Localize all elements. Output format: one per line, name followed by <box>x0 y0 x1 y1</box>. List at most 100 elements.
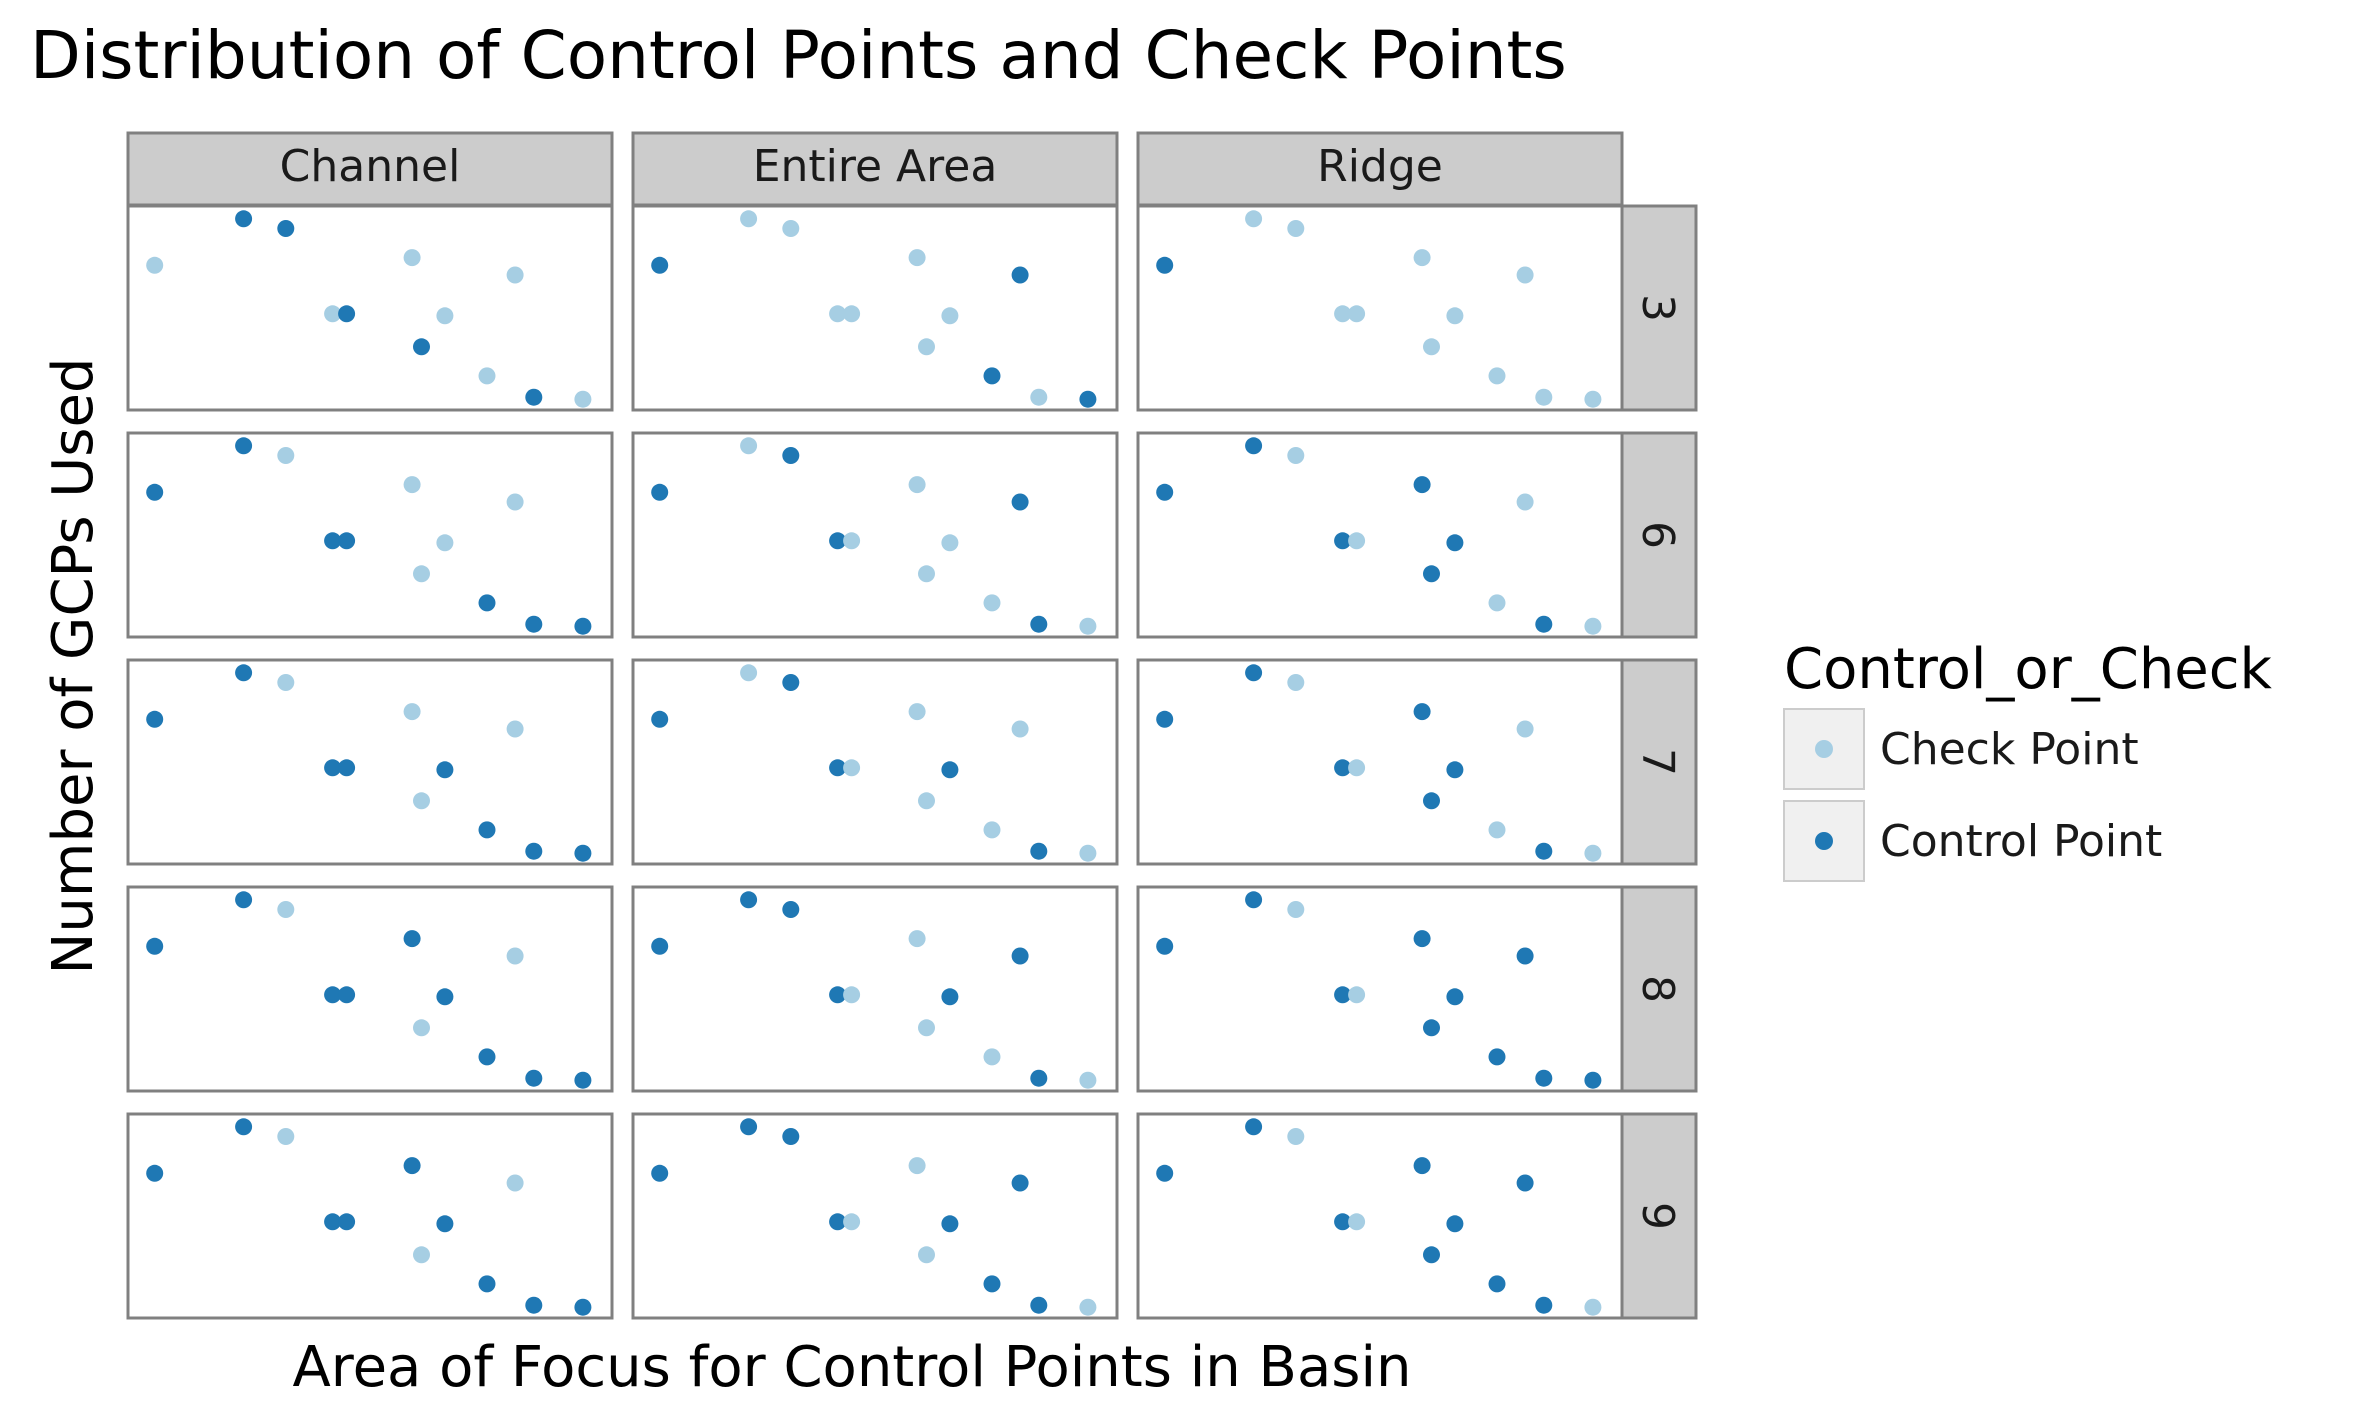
column-strip-label: Channel <box>280 141 461 192</box>
check-point-marker <box>843 759 861 777</box>
legend-title: Control_or_Check <box>1784 637 2273 702</box>
control-point-marker <box>1488 1048 1506 1066</box>
check-point-marker <box>1535 388 1553 406</box>
control-point-marker <box>525 1069 543 1087</box>
panel-border <box>1136 1112 1624 1320</box>
check-point-marker <box>918 338 935 356</box>
control-point-marker <box>1156 937 1174 955</box>
control-point-marker <box>1535 1069 1553 1087</box>
control-point-marker <box>1245 664 1263 682</box>
check-point-marker <box>1423 338 1440 356</box>
check-point-marker <box>983 594 1001 612</box>
control-point-marker <box>983 367 1001 385</box>
control-point-marker <box>1413 703 1431 721</box>
control-point-marker <box>338 305 356 323</box>
control-point-marker <box>235 1118 253 1136</box>
facet-panel <box>126 431 614 639</box>
check-point-marker <box>1488 367 1506 385</box>
control-point-marker <box>651 710 669 728</box>
panel-border <box>126 658 614 866</box>
check-point-marker <box>1079 1298 1097 1316</box>
control-point-marker <box>651 256 669 274</box>
check-point-marker <box>413 1019 430 1037</box>
control-point-marker <box>436 988 454 1006</box>
control-point-marker <box>1030 842 1048 860</box>
control-point-marker <box>1245 891 1263 909</box>
control-point-marker <box>1334 532 1352 550</box>
control-point-marker <box>651 1164 669 1182</box>
control-point-marker <box>1413 1157 1431 1175</box>
check-point-marker <box>918 792 935 810</box>
control-point-marker <box>983 1275 1001 1293</box>
check-point-marker <box>1287 901 1305 918</box>
control-point-marker <box>1488 1275 1506 1293</box>
control-point-marker <box>1446 1215 1464 1233</box>
control-point-marker <box>1423 1019 1440 1037</box>
control-point-marker <box>651 937 669 955</box>
control-point-marker <box>1334 986 1352 1004</box>
control-point-marker <box>1245 437 1263 455</box>
control-point-marker <box>146 710 164 728</box>
check-point-marker <box>403 703 421 721</box>
control-point-marker <box>1156 1164 1174 1182</box>
control-point-marker <box>324 1213 342 1231</box>
control-point-marker <box>1334 1213 1352 1231</box>
control-point-marker <box>525 842 543 860</box>
panel-border <box>631 431 1119 639</box>
control-point-marker <box>146 937 164 955</box>
control-point-marker <box>1413 476 1431 494</box>
legend-entry-label: Check Point <box>1880 724 2139 775</box>
control-point-marker <box>574 844 592 862</box>
check-point-marker <box>941 307 959 325</box>
row-strip-label: 3 <box>1632 294 1683 322</box>
check-point-marker <box>1584 390 1602 408</box>
control-point-marker <box>1584 1071 1602 1089</box>
control-point-marker <box>829 986 847 1004</box>
control-point-marker <box>1156 256 1174 274</box>
facet-panel <box>631 658 1119 866</box>
facet-panel <box>631 431 1119 639</box>
panel-border <box>631 658 1119 866</box>
control-point-marker <box>1030 1296 1048 1314</box>
control-point-marker <box>1423 565 1440 583</box>
panel-border <box>1136 204 1624 412</box>
check-point-marker <box>506 266 524 284</box>
check-point-marker <box>918 1246 935 1264</box>
legend: Control_or_Check Check Point Control Poin… <box>1783 637 2273 882</box>
control-point-marker <box>413 338 430 356</box>
check-point-marker <box>918 565 935 583</box>
check-point-marker <box>908 476 926 494</box>
check-point-marker <box>1488 594 1506 612</box>
check-point-marker <box>413 1246 430 1264</box>
check-point-marker <box>843 1213 861 1231</box>
check-point-marker <box>843 986 861 1004</box>
control-point-marker <box>574 1298 592 1316</box>
control-point-marker <box>651 483 669 501</box>
control-point-marker <box>478 821 496 839</box>
check-point-marker <box>829 305 847 323</box>
control-point-marker <box>1535 1296 1553 1314</box>
control-point-marker <box>338 986 356 1004</box>
check-point-marker <box>506 720 524 738</box>
control-point-marker <box>1011 493 1029 511</box>
panel-border <box>1136 658 1624 866</box>
control-point-marker <box>1079 390 1097 408</box>
legend-key-marker <box>1815 832 1833 850</box>
check-point-marker <box>413 792 430 810</box>
check-point-marker <box>1584 844 1602 862</box>
facet-panel <box>1136 204 1624 412</box>
row-strip <box>1620 204 1698 412</box>
panel-border <box>1136 431 1624 639</box>
row-strip-label: 8 <box>1632 975 1683 1003</box>
control-point-marker <box>1446 534 1464 552</box>
control-point-marker <box>146 483 164 501</box>
check-point-marker <box>908 1157 926 1175</box>
panel-border <box>126 431 614 639</box>
check-point-marker <box>146 256 164 274</box>
check-point-marker <box>277 901 295 918</box>
control-point-marker <box>478 594 496 612</box>
control-point-marker <box>829 532 847 550</box>
facet-panel <box>631 885 1119 1093</box>
facet-panel <box>126 1112 614 1320</box>
control-point-marker <box>1030 1069 1048 1087</box>
